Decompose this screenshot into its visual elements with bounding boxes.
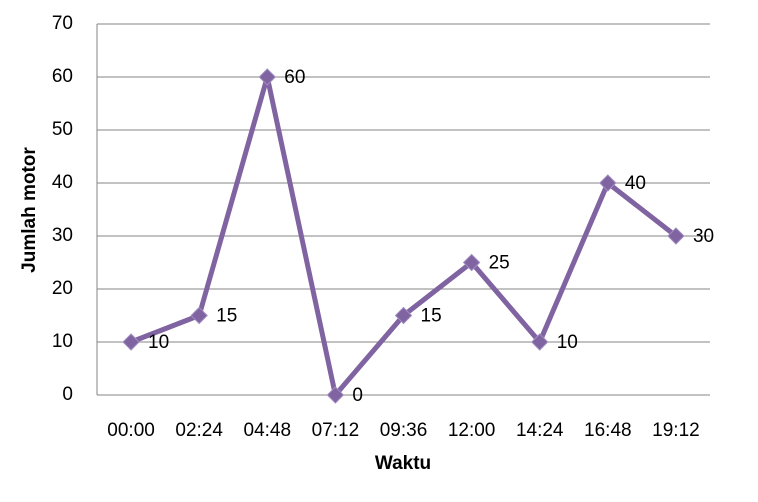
y-tick-label: 70 <box>52 13 73 34</box>
data-label: 15 <box>216 306 237 327</box>
marker <box>326 386 345 404</box>
x-axis-label: Waktu <box>375 453 431 474</box>
x-tick-label: 04:48 <box>244 420 292 441</box>
x-tick-label: 02:24 <box>175 420 223 441</box>
y-axis-label: Jumlah motor <box>19 147 40 273</box>
y-tick-label: 30 <box>52 225 73 246</box>
y-tick-label: 50 <box>52 119 73 140</box>
data-label: 60 <box>284 67 305 88</box>
data-label: 25 <box>489 253 510 274</box>
data-label: 40 <box>625 173 646 194</box>
x-tick-label: 19:12 <box>652 420 700 441</box>
x-tick-label: 00:00 <box>107 420 155 441</box>
marker <box>394 306 413 325</box>
y-tick-label: 20 <box>52 278 73 299</box>
x-tick-label: 12:00 <box>448 420 496 441</box>
data-label: 30 <box>693 226 714 247</box>
marker <box>258 68 276 86</box>
marker <box>531 333 549 351</box>
x-tick-label: 09:36 <box>380 420 428 441</box>
x-tick-label: 16:48 <box>584 420 632 441</box>
marker <box>667 227 685 245</box>
data-label: 15 <box>421 306 442 327</box>
data-label: 10 <box>148 332 169 353</box>
data-label: 0 <box>352 385 363 406</box>
y-tick-label: 60 <box>52 66 73 87</box>
marker <box>122 333 140 351</box>
x-tick-label: 07:12 <box>312 420 360 441</box>
y-tick-label: 10 <box>52 331 73 352</box>
marker <box>190 306 208 325</box>
y-tick-label: 0 <box>62 384 73 405</box>
marker <box>599 174 617 192</box>
y-tick-label: 40 <box>52 172 73 193</box>
marker <box>462 253 481 272</box>
data-label: 10 <box>557 332 578 353</box>
x-tick-label: 14:24 <box>516 420 564 441</box>
